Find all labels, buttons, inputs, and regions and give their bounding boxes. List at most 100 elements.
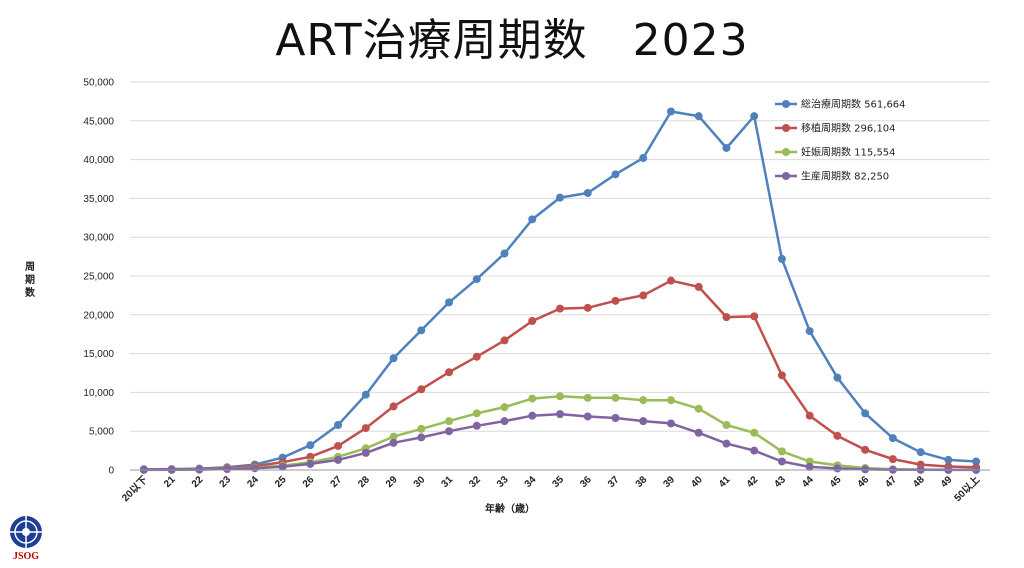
data-point	[472, 409, 481, 418]
data-point	[611, 170, 620, 179]
data-point	[250, 464, 259, 473]
data-point	[500, 249, 509, 258]
data-point	[556, 304, 564, 313]
data-point	[445, 427, 454, 436]
data-point	[334, 420, 343, 429]
data-point	[500, 403, 509, 412]
x-tick-label: 44	[800, 474, 816, 490]
data-point	[666, 419, 675, 428]
data-point	[722, 143, 731, 152]
data-point	[556, 392, 564, 401]
data-point	[833, 431, 842, 440]
data-point	[361, 390, 370, 399]
series-lines	[139, 107, 981, 474]
data-point	[972, 457, 981, 466]
x-tick-label: 20以下	[119, 474, 149, 504]
data-point	[389, 432, 398, 441]
data-point	[805, 327, 814, 336]
data-point	[500, 417, 509, 426]
x-tick-label: 48	[911, 474, 927, 490]
data-point	[861, 465, 870, 474]
data-point	[583, 412, 592, 421]
x-tick-label: 24	[245, 474, 261, 490]
legend-swatch-marker	[782, 124, 790, 132]
x-tick-label: 46	[856, 474, 872, 490]
x-tick-label: 28	[356, 474, 372, 490]
y-tick-label: 45,000	[83, 116, 114, 127]
data-point	[417, 385, 426, 394]
y-tick-label: 20,000	[83, 310, 114, 321]
data-point	[528, 394, 537, 403]
x-tick-label: 38	[634, 474, 650, 490]
data-point	[888, 434, 897, 443]
x-tick-label: 49	[939, 474, 955, 490]
data-point	[916, 448, 925, 457]
y-tick-label: 15,000	[83, 349, 114, 360]
x-tick-label: 31	[440, 474, 456, 490]
data-point	[417, 433, 426, 442]
y-tick-label: 35,000	[83, 194, 114, 205]
legend-entry: 妊娠周期数 115,554	[801, 146, 896, 159]
data-point	[750, 446, 759, 455]
data-point	[417, 326, 426, 335]
data-point	[445, 417, 454, 426]
data-point	[334, 441, 343, 450]
series-line	[143, 395, 977, 472]
x-tick-label: 29	[384, 474, 400, 490]
data-point	[722, 439, 731, 448]
x-tick-label: 50以上	[951, 473, 982, 504]
data-point	[334, 455, 343, 464]
data-point	[944, 455, 953, 464]
data-point	[888, 455, 897, 464]
legend-swatch-marker	[782, 172, 790, 180]
x-tick-label: 25	[273, 474, 289, 490]
x-tick-label: 32	[467, 474, 483, 490]
y-tick-label: 40,000	[83, 155, 114, 166]
x-tick-label: 43	[772, 474, 788, 490]
data-point	[583, 393, 592, 402]
x-tick-label: 40	[689, 474, 705, 490]
y-tick-label: 0	[108, 466, 114, 477]
legend-swatch-marker	[782, 100, 790, 108]
x-tick-label: 37	[606, 474, 622, 490]
x-tick-label: 36	[578, 474, 594, 490]
data-point	[777, 254, 786, 263]
x-tick-label: 27	[329, 474, 345, 490]
data-point	[611, 393, 620, 402]
data-point	[556, 193, 564, 202]
data-point	[750, 112, 759, 121]
legend-entry: 生産周期数 82,250	[801, 170, 889, 183]
data-point	[722, 313, 731, 322]
data-point	[666, 107, 675, 116]
x-tick-label: 45	[828, 474, 844, 490]
data-point	[583, 303, 592, 312]
data-point	[445, 298, 454, 307]
data-point	[833, 373, 842, 382]
x-axis-label: 年齢（歳）	[485, 502, 535, 515]
data-point	[278, 462, 287, 471]
data-point	[389, 354, 398, 363]
data-point	[639, 417, 648, 426]
data-point	[472, 421, 481, 430]
data-point	[722, 420, 731, 429]
data-point	[306, 441, 315, 450]
data-point	[361, 448, 370, 457]
x-tick-label: 35	[550, 474, 566, 490]
data-point	[528, 215, 537, 224]
data-point	[445, 368, 454, 377]
data-point	[611, 414, 620, 423]
data-point	[694, 404, 703, 413]
y-tick-label: 25,000	[83, 272, 114, 283]
data-point	[777, 371, 786, 380]
x-tick-label: 23	[218, 474, 234, 490]
y-tick-label: 10,000	[83, 388, 114, 399]
data-point	[750, 428, 759, 437]
data-point	[861, 409, 870, 418]
legend-swatch-marker	[782, 148, 790, 156]
data-point	[417, 424, 426, 433]
data-point	[805, 411, 814, 420]
data-point	[639, 154, 648, 163]
data-point	[777, 457, 786, 466]
data-point	[694, 428, 703, 437]
